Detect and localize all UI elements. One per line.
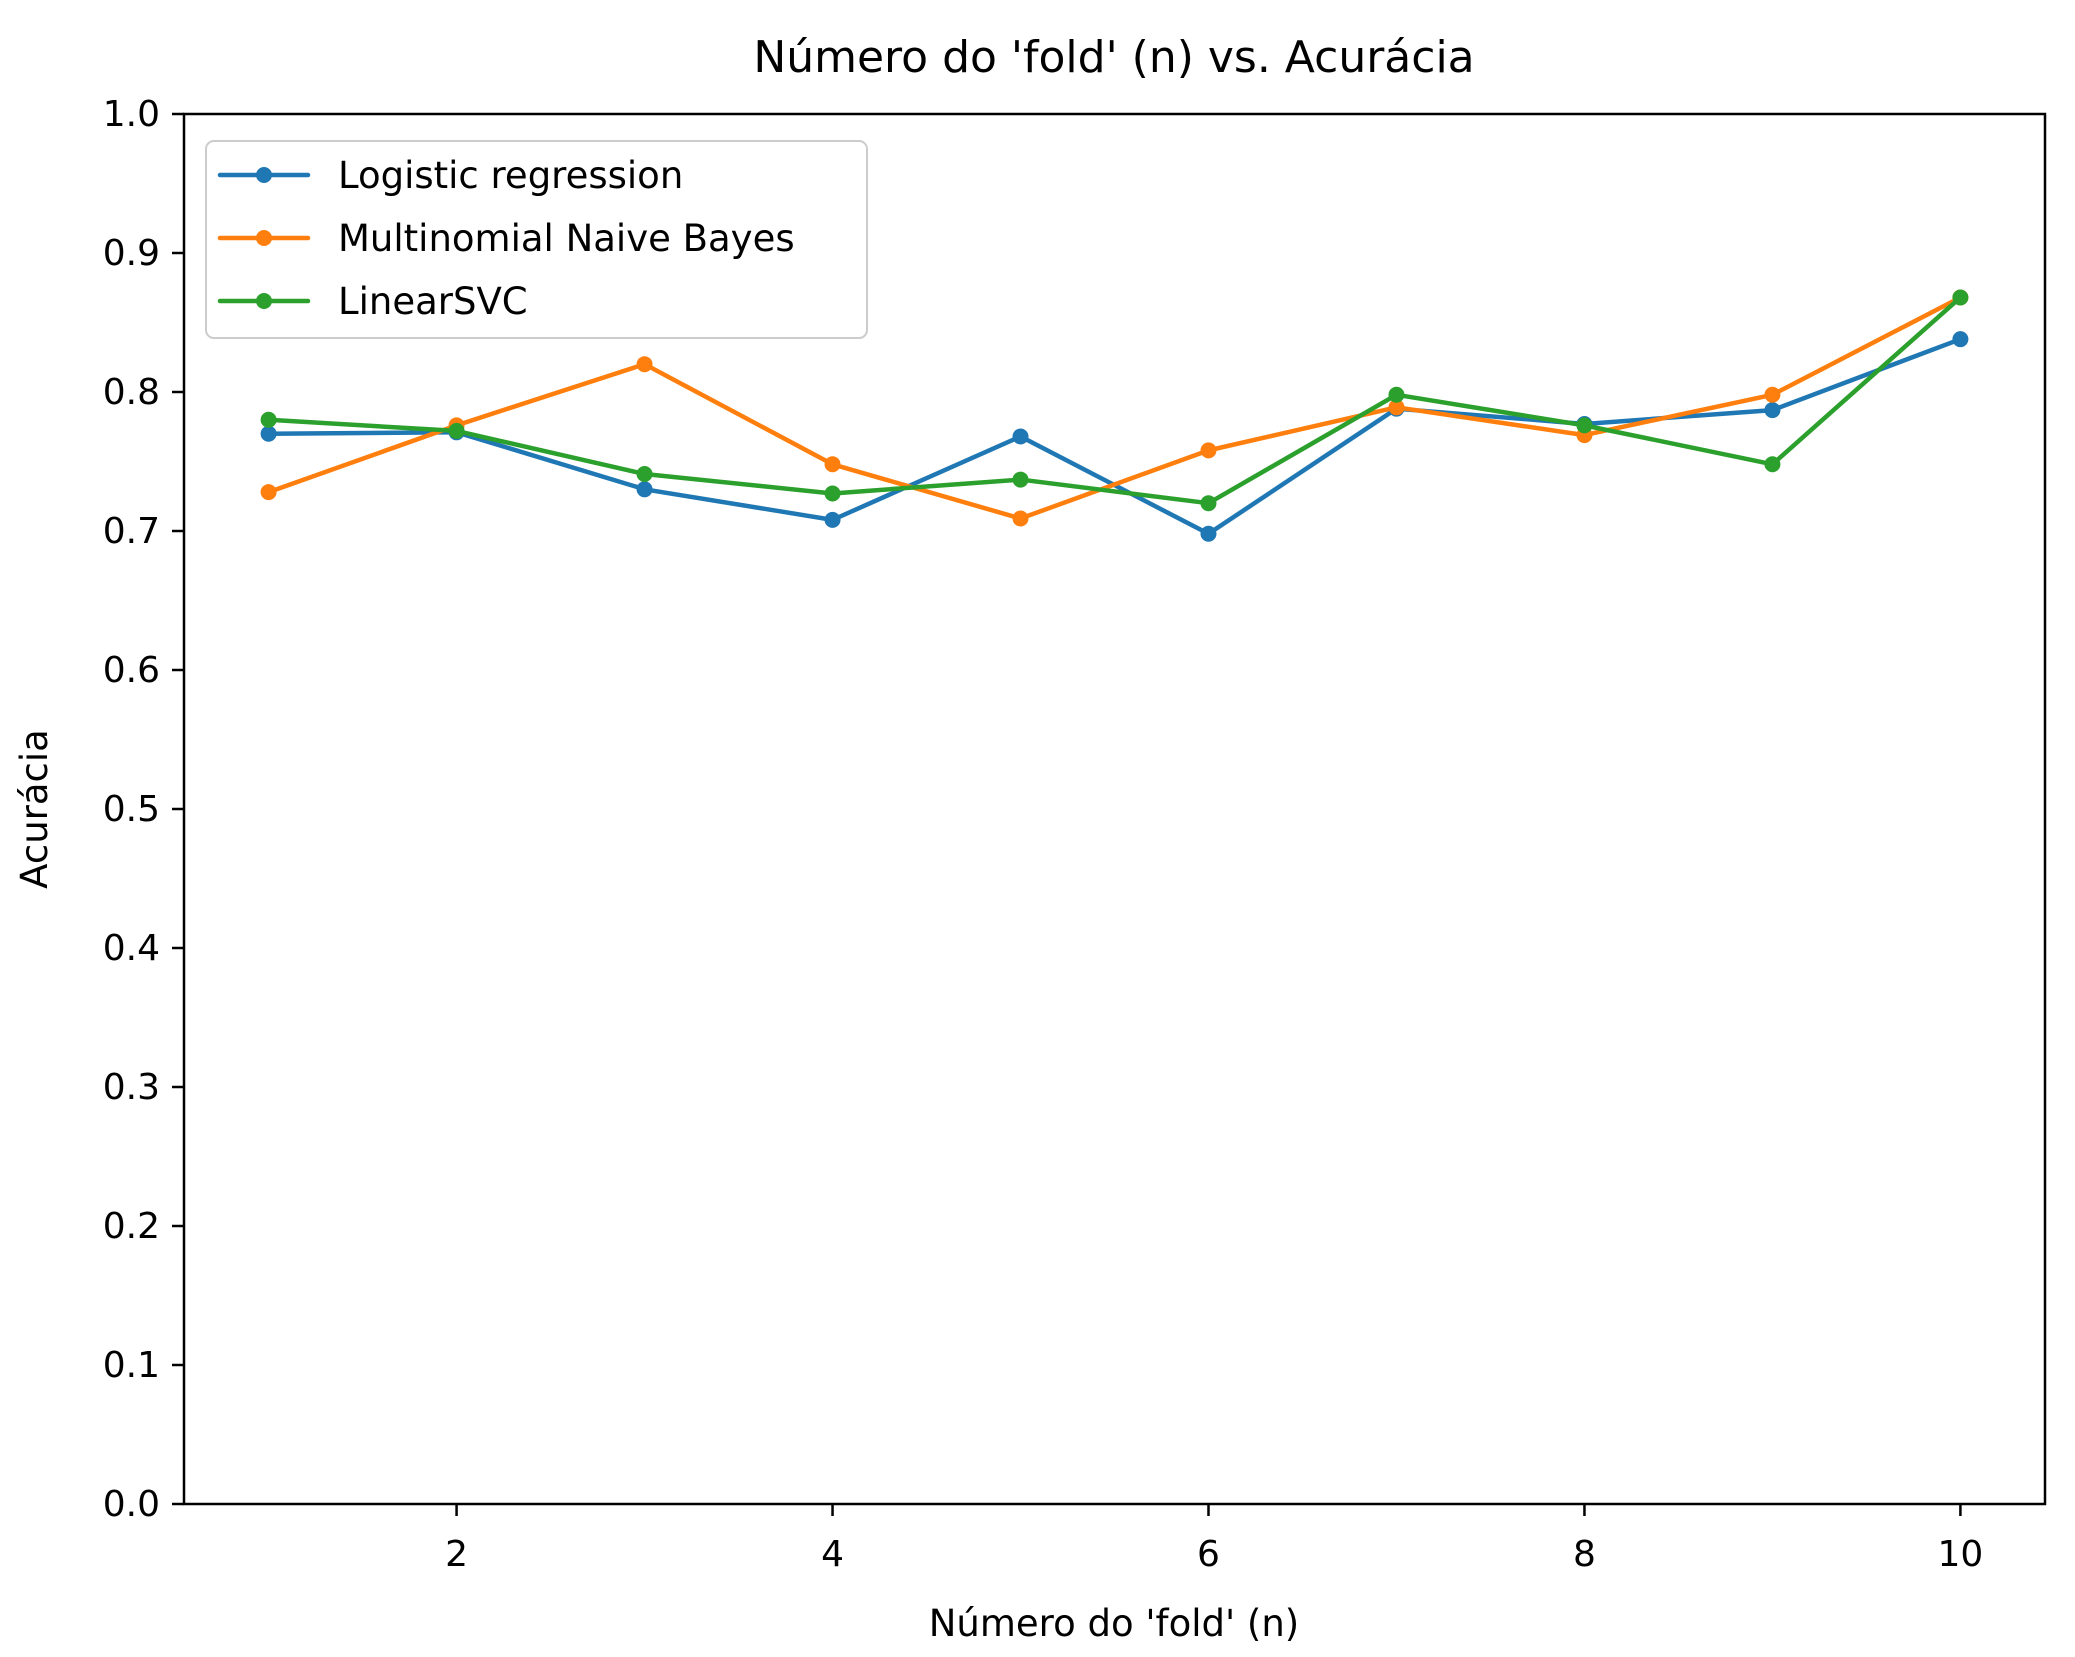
data-point-marker <box>1012 428 1029 445</box>
data-point-marker <box>824 456 841 473</box>
data-point-marker <box>1200 525 1217 542</box>
data-point-marker <box>1952 331 1969 348</box>
y-tick-label: 1.0 <box>103 94 160 135</box>
data-point-marker <box>1576 417 1593 434</box>
data-point-marker <box>448 422 465 439</box>
legend-item: Logistic regression <box>217 154 683 197</box>
series-line-logistic-regression <box>266 336 1963 537</box>
legend-label: LinearSVC <box>338 280 528 323</box>
axes-spines <box>182 112 2047 1506</box>
data-point-marker <box>824 511 841 528</box>
legend-point-marker <box>256 167 272 183</box>
data-point-marker <box>1388 399 1405 416</box>
data-point-marker <box>1764 402 1781 419</box>
y-tick-label: 0.3 <box>103 1067 160 1108</box>
data-point-marker <box>1200 442 1217 459</box>
data-point-marker <box>1388 386 1405 403</box>
y-tick-label: 0.7 <box>103 511 160 552</box>
legend-item: LinearSVC <box>217 280 528 323</box>
x-tick-label: 2 <box>445 1534 468 1575</box>
x-axis-label: Número do 'fold' (n) <box>929 1602 1299 1645</box>
y-tick-label: 0.1 <box>103 1345 160 1386</box>
x-tick-label: 6 <box>1197 1534 1220 1575</box>
y-axis-label: Acurácia <box>13 729 56 889</box>
data-point-marker <box>824 485 841 502</box>
data-point-marker <box>260 484 277 501</box>
chart-title: Número do 'fold' (n) vs. Acurácia <box>753 32 1474 83</box>
legend-label: Logistic regression <box>338 154 683 197</box>
y-tick-label: 0.0 <box>103 1484 160 1525</box>
y-tick-label: 0.8 <box>103 372 160 413</box>
data-point-marker <box>1764 456 1781 473</box>
data-point-marker <box>1200 495 1217 512</box>
legend-point-marker <box>256 230 272 246</box>
x-tick-label: 4 <box>821 1534 844 1575</box>
data-point-marker <box>1952 289 1969 306</box>
series-line-multinomial-naive-bayes <box>266 295 1963 521</box>
y-tick-label: 0.4 <box>103 928 160 969</box>
data-point-marker <box>636 356 653 373</box>
x-tick-label: 10 <box>1938 1534 1984 1575</box>
data-point-marker <box>1012 471 1029 488</box>
data-point-marker <box>636 481 653 498</box>
y-tick-label: 0.5 <box>103 789 160 830</box>
y-tick-label: 0.6 <box>103 650 160 691</box>
data-point-marker <box>636 466 653 483</box>
data-point-marker <box>1764 386 1781 403</box>
data-point-marker <box>260 411 277 428</box>
y-tick-label: 0.2 <box>103 1206 160 1247</box>
plot-area: 0.0 0.1 0.2 0.3 0.4 0.5 0.6 0.7 0.8 0.9 1.0 2 4 6 8 10 <box>103 94 2047 1575</box>
data-point-marker <box>1012 510 1029 527</box>
legend-point-marker <box>256 293 272 309</box>
legend: Logistic regression Multinomial Naive Ba… <box>205 140 868 339</box>
legend-box <box>205 140 868 339</box>
legend-label: Multinomial Naive Bayes <box>338 217 795 260</box>
legend-item: Multinomial Naive Bayes <box>217 217 795 260</box>
x-tick-label: 8 <box>1573 1534 1596 1575</box>
y-tick-label: 0.9 <box>103 233 160 274</box>
series-line-linearsvc <box>266 295 1963 506</box>
data-point-marker <box>260 425 277 442</box>
